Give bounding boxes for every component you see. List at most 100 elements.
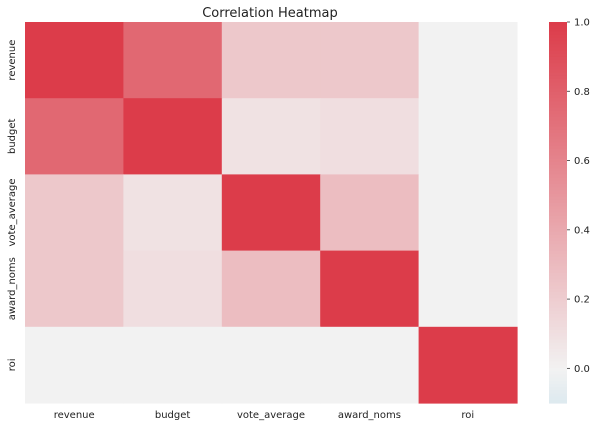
- colorbar-tick-label: 1.0: [574, 18, 590, 29]
- colorbar-tick-label: 0.4: [574, 225, 590, 236]
- colorbar-segment: [549, 206, 567, 210]
- colorbar-segment: [549, 285, 567, 290]
- colorbar-segment: [549, 152, 567, 156]
- heatmap-cell-revenue-award_noms: [320, 22, 420, 99]
- x-tick-label-roi: roi: [461, 410, 474, 421]
- colorbar-segment: [549, 288, 567, 293]
- colorbar-segment: [549, 323, 567, 328]
- colorbar-segment: [549, 104, 567, 109]
- colorbar-segment: [549, 345, 567, 350]
- colorbar-segment: [549, 142, 567, 147]
- colorbar-segment: [549, 263, 567, 268]
- colorbar-segment: [549, 56, 567, 61]
- colorbar-segment: [549, 247, 567, 252]
- colorbar-segment: [549, 269, 567, 274]
- colorbar-segment: [549, 114, 567, 118]
- colorbar-segment: [549, 171, 567, 175]
- colorbar-segment: [549, 253, 567, 258]
- colorbar-segment: [549, 190, 567, 195]
- colorbar-segment: [549, 126, 567, 131]
- colorbar-segment: [549, 187, 567, 191]
- heatmap-cell-vote_average-revenue: [25, 174, 124, 252]
- colorbar-segment: [549, 339, 567, 344]
- heatmap-cell-roi-budget: [123, 326, 223, 404]
- chart-title: Correlation Heatmap: [202, 6, 338, 21]
- colorbar-segment: [549, 199, 567, 204]
- colorbar-segment: [549, 244, 567, 249]
- colorbar-segment: [549, 129, 567, 134]
- colorbar-segment: [549, 53, 567, 58]
- colorbar-segment: [549, 272, 567, 277]
- colorbar-segment: [549, 225, 567, 229]
- colorbar-segment: [549, 47, 567, 52]
- x-tick-label-vote_average: vote_average: [237, 410, 305, 421]
- colorbar-segment: [549, 317, 567, 322]
- colorbar-segment: [549, 79, 567, 83]
- colorbar-segment: [549, 34, 567, 39]
- heatmap-cell-vote_average-vote_average: [221, 174, 321, 252]
- colorbar-segment: [549, 41, 567, 45]
- colorbar-segment: [549, 396, 567, 401]
- colorbar-tick-labels: 1.0 0.8 0.6 0.4 0.2 0.0: [567, 18, 590, 375]
- colorbar-segment: [549, 333, 567, 337]
- colorbar-segment: [549, 50, 567, 55]
- colorbar-segment: [549, 149, 567, 153]
- colorbar-segment: [549, 164, 567, 169]
- heatmap-cell-vote_average-roi: [418, 174, 518, 252]
- colorbar-segment: [549, 110, 567, 115]
- colorbar-segment: [549, 399, 567, 404]
- colorbar-segment: [549, 295, 567, 299]
- colorbar-segment: [549, 256, 567, 261]
- colorbar-segment: [549, 196, 567, 201]
- colorbar-segment: [549, 31, 567, 36]
- colorbar-segment: [549, 368, 567, 372]
- colorbar-segment: [549, 215, 567, 220]
- colorbar-segment: [549, 355, 567, 360]
- colorbar-segment: [549, 310, 567, 315]
- colorbar-segment: [549, 177, 567, 182]
- colorbar-tick-label: 0.0: [574, 364, 590, 375]
- colorbar-segment: [549, 28, 567, 33]
- colorbar-segment: [549, 237, 567, 242]
- colorbar-segment: [549, 120, 567, 125]
- colorbar-segment: [549, 63, 567, 68]
- colorbar-segment: [549, 266, 567, 271]
- colorbar-segment: [549, 279, 567, 283]
- colorbar-segment: [549, 202, 567, 207]
- heatmap-cell-budget-revenue: [25, 98, 124, 175]
- heatmap-cell-vote_average-budget: [123, 174, 223, 252]
- colorbar-segment: [549, 320, 567, 325]
- x-tick-label-revenue: revenue: [54, 410, 95, 421]
- heatmap-cell-budget-award_noms: [320, 98, 420, 175]
- colorbar-segment: [549, 393, 567, 398]
- heatmap-cell-award_noms-budget: [123, 250, 223, 328]
- colorbar-segment: [549, 136, 567, 141]
- colorbar-segment: [549, 44, 567, 48]
- colorbar-segment: [549, 276, 567, 280]
- y-tick-label-revenue: revenue: [7, 40, 18, 81]
- colorbar: [549, 22, 567, 404]
- colorbar-segment: [549, 336, 567, 341]
- colorbar-segment: [549, 72, 567, 77]
- colorbar-segment: [549, 183, 567, 188]
- colorbar-segment: [549, 352, 567, 356]
- colorbar-segment: [549, 69, 567, 74]
- colorbar-segment: [549, 145, 567, 150]
- colorbar-segment: [549, 342, 567, 347]
- y-tick-label-award_noms: award_noms: [7, 257, 18, 320]
- colorbar-segment: [549, 228, 567, 233]
- colorbar-segment: [549, 85, 567, 90]
- colorbar-segment: [549, 358, 567, 363]
- colorbar-segment: [549, 371, 567, 376]
- colorbar-segment: [549, 377, 567, 382]
- heatmap-cell-roi-roi: [418, 326, 518, 404]
- colorbar-segment: [549, 291, 567, 296]
- heatmap-cell-budget-roi: [418, 98, 518, 175]
- colorbar-segment: [549, 158, 567, 163]
- y-tick-label-vote_average: vote_average: [7, 178, 18, 246]
- colorbar-tick-label: 0.6: [574, 156, 590, 167]
- colorbar-tick-label: 0.2: [574, 295, 590, 306]
- colorbar-segment: [549, 155, 567, 160]
- colorbar-segment: [549, 380, 567, 385]
